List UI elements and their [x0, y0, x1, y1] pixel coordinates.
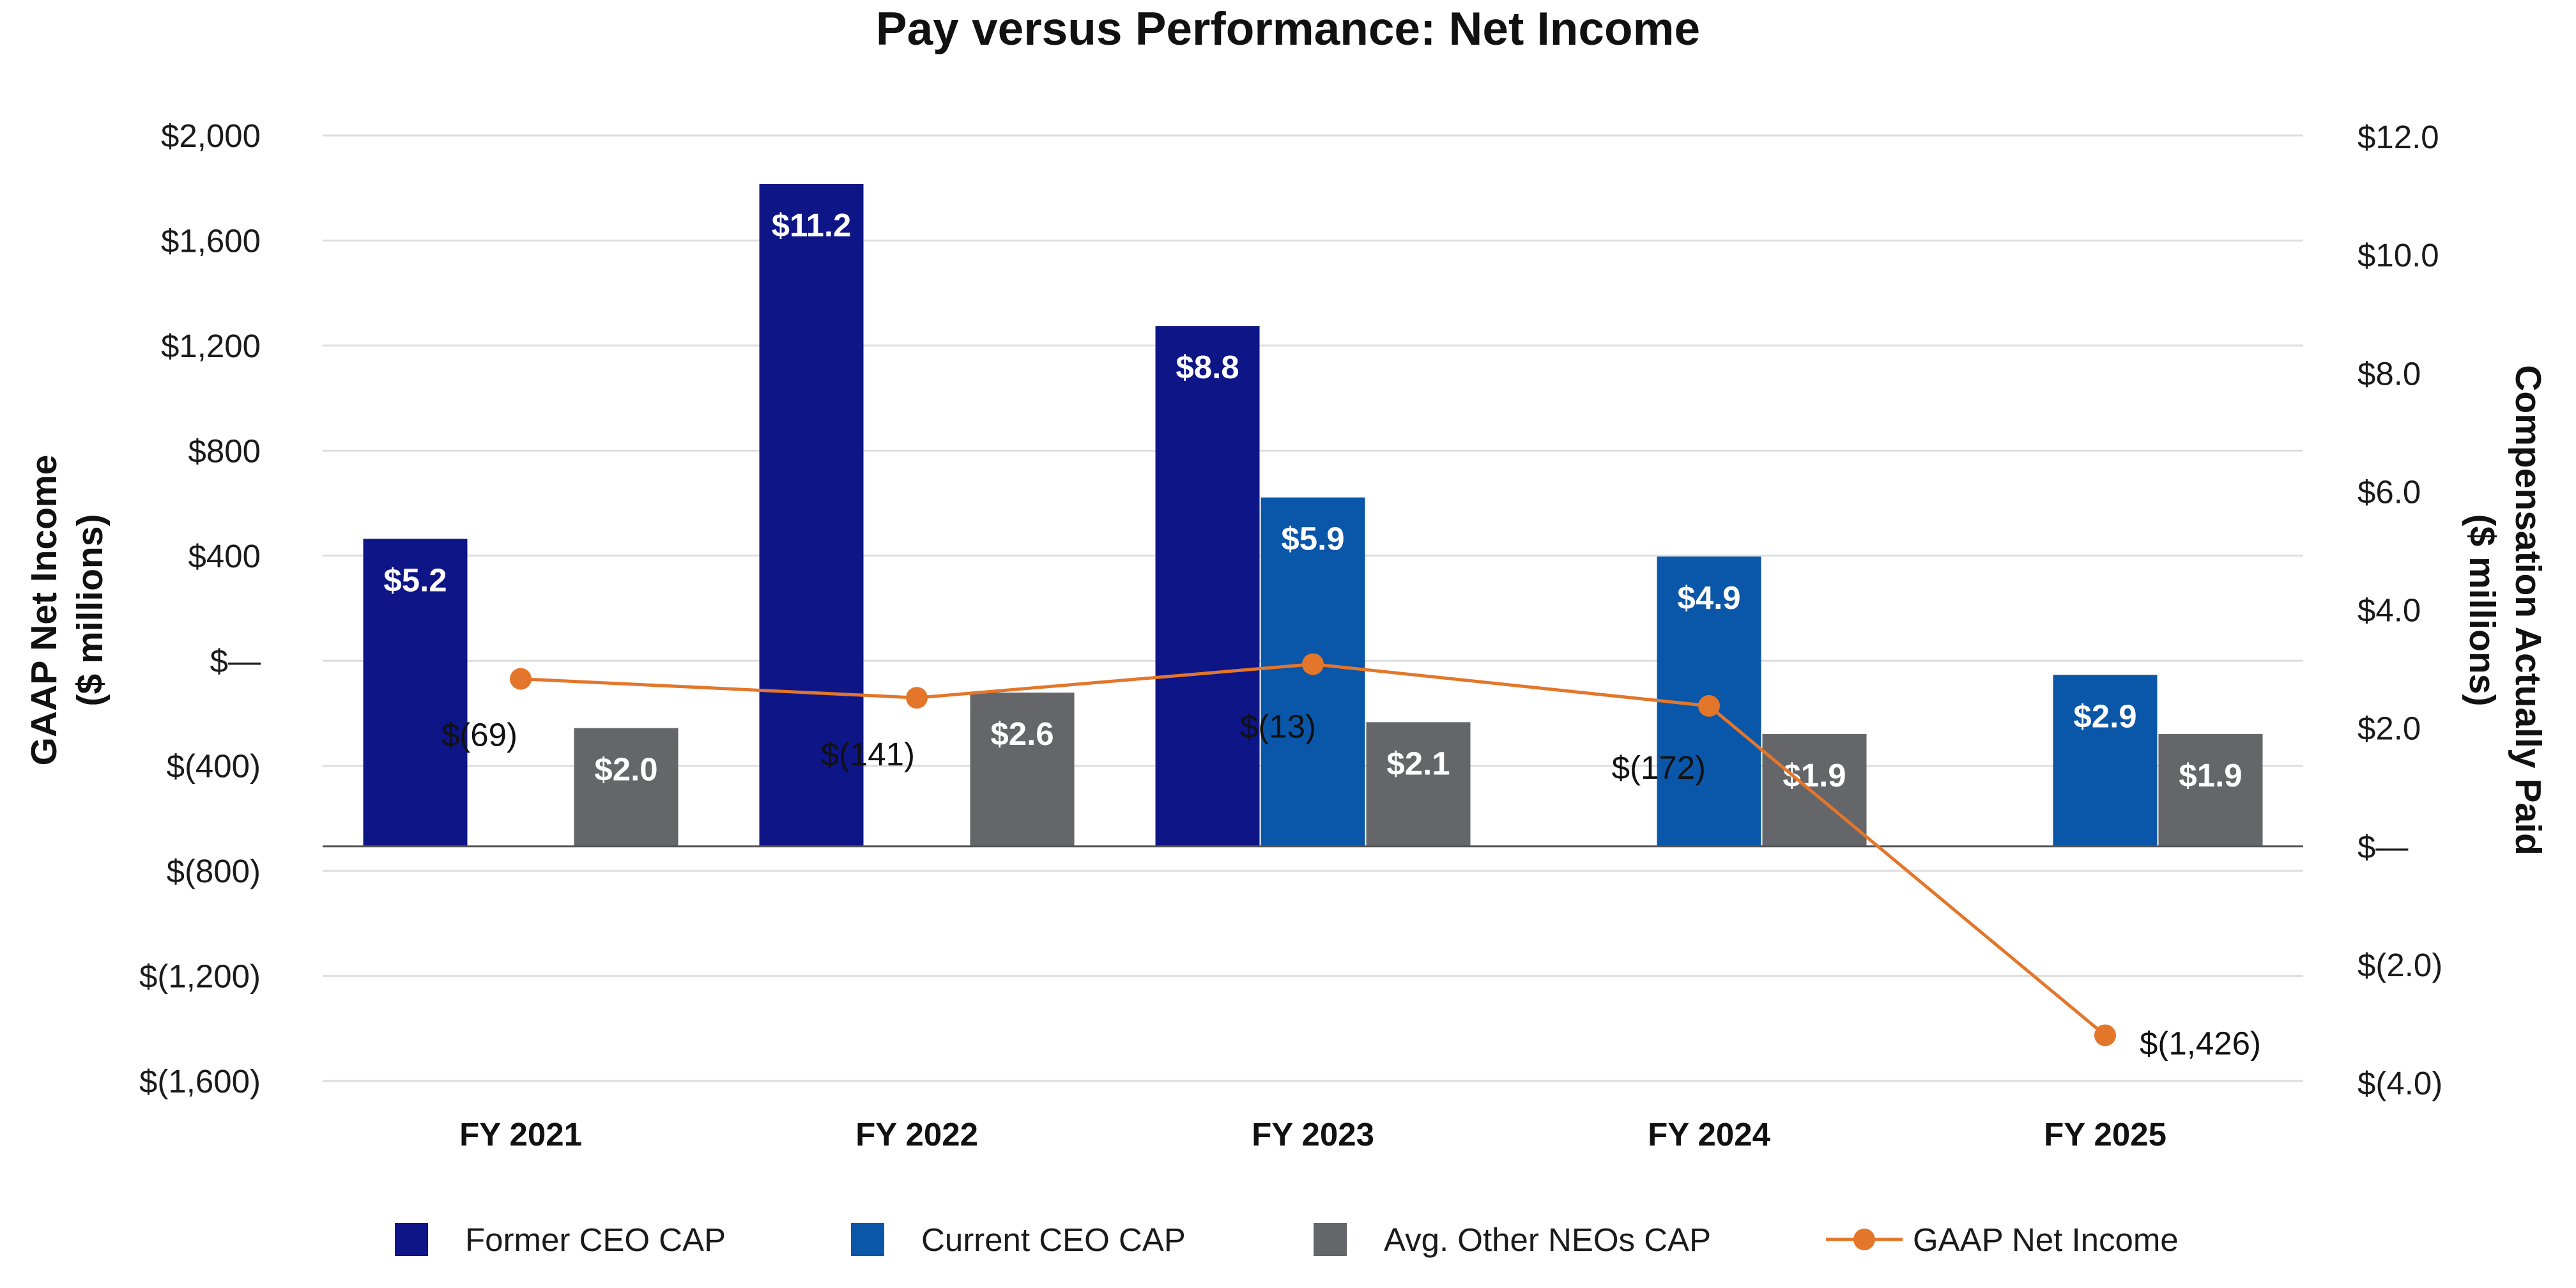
- bars: $5.2 $11.2 $8.8 $5.9 $4.9 $2.9 $2.0 $2.6 $2.1 $1.…: [363, 184, 2263, 847]
- net-income-point: [510, 668, 532, 690]
- bar-value-label: $11.2: [772, 207, 852, 243]
- bar-avg-other-neos-cap: [970, 693, 1075, 847]
- net-income-point: [1302, 653, 1324, 675]
- net-income-point: [1698, 694, 1720, 717]
- left-axis-title-units: ($ millions): [70, 514, 111, 707]
- category-label: FY 2023: [1252, 1116, 1374, 1153]
- bar-current-ceo-cap: [2053, 675, 2158, 847]
- left-tick-label: $—: [210, 643, 261, 679]
- right-tick-label: $12.0: [2358, 119, 2439, 155]
- bar-value-label: $2.1: [1386, 745, 1450, 781]
- category-label: FY 2022: [855, 1116, 978, 1153]
- legend-swatch-former-ceo: [395, 1223, 428, 1256]
- net-income-value-label: $(69): [441, 717, 518, 753]
- chart-title: Pay versus Performance: Net Income: [876, 3, 1700, 55]
- right-tick-label: $6.0: [2358, 473, 2421, 510]
- right-tick-label: $—: [2358, 829, 2408, 865]
- category-label: FY 2025: [2044, 1116, 2166, 1153]
- left-tick-label: $1,600: [161, 222, 261, 259]
- left-tick-label: $2,000: [161, 118, 261, 154]
- legend-swatch-current-ceo: [851, 1223, 884, 1256]
- bar-avg-other-neos-cap: [1762, 733, 1867, 847]
- left-axis-title: GAAP Net Income: [24, 455, 65, 766]
- bar-value-label: $2.9: [2073, 698, 2136, 734]
- bar-value-label: $4.9: [1677, 579, 1740, 616]
- right-tick-label: $10.0: [2358, 237, 2439, 273]
- right-tick-label: $(2.0): [2358, 947, 2442, 983]
- category-label: FY 2024: [1648, 1116, 1771, 1153]
- legend-label-former-ceo: Former CEO CAP: [465, 1222, 726, 1258]
- right-tick-label: $8.0: [2358, 355, 2421, 392]
- bar-value-label: $1.9: [2179, 757, 2242, 793]
- right-axis-title: Compensation Actually Paid: [2508, 365, 2549, 855]
- right-axis-ticks: $12.0 $10.0 $8.0 $6.0 $4.0 $2.0 $— $(2.0) $(4.0): [2358, 119, 2442, 1101]
- net-income-value-label: $(172): [1612, 749, 1706, 786]
- legend-marker-net-income: [1853, 1229, 1875, 1250]
- bar-avg-other-neos-cap: [574, 728, 678, 847]
- left-tick-label: $1,200: [161, 328, 261, 364]
- net-income-value-label: $(13): [1240, 709, 1316, 745]
- net-income-value-label: $(141): [821, 736, 915, 772]
- legend: Former CEO CAP Current CEO CAP Avg. Othe…: [395, 1222, 2179, 1258]
- bar-former-ceo-cap: [1155, 326, 1260, 847]
- bar-avg-other-neos-cap: [2158, 733, 2263, 847]
- category-label: FY 2021: [459, 1116, 582, 1153]
- net-income-point: [906, 687, 928, 709]
- right-tick-label: $(4.0): [2358, 1065, 2442, 1101]
- net-income-value-label: $(1,426): [2140, 1025, 2261, 1061]
- left-axis-ticks: $2,000 $1,600 $1,200 $800 $400 $— $(400) $(800)…: [139, 118, 261, 1100]
- bar-value-label: $2.6: [990, 716, 1054, 752]
- legend-label-other-neos: Avg. Other NEOs CAP: [1384, 1222, 1711, 1258]
- net-income-line: $(69) $(141) $(13) $(172) $(1,426): [441, 653, 2261, 1061]
- left-tick-label: $(1,200): [139, 958, 261, 995]
- bar-former-ceo-cap: [759, 184, 864, 847]
- legend-label-net-income: GAAP Net Income: [1913, 1222, 2179, 1258]
- left-tick-label: $(800): [167, 853, 261, 889]
- legend-label-current-ceo: Current CEO CAP: [921, 1222, 1186, 1258]
- legend-swatch-other-neos: [1314, 1223, 1347, 1256]
- bar-former-ceo-cap: [363, 539, 468, 847]
- bar-value-label: $5.9: [1281, 521, 1344, 557]
- right-tick-label: $4.0: [2358, 592, 2421, 629]
- category-labels: FY 2021 FY 2022 FY 2023 FY 2024 FY 2025: [459, 1116, 2166, 1153]
- right-tick-label: $2.0: [2358, 710, 2421, 747]
- bar-value-label: $2.0: [594, 751, 657, 788]
- bar-avg-other-neos-cap: [1366, 722, 1471, 847]
- bar-value-label: $8.8: [1176, 349, 1239, 385]
- left-tick-label: $400: [188, 538, 261, 574]
- left-tick-label: $(400): [167, 748, 261, 785]
- net-income-point: [2094, 1024, 2116, 1046]
- left-tick-label: $(1,600): [139, 1063, 261, 1100]
- right-axis-title-units: ($ millions): [2462, 514, 2503, 707]
- left-tick-label: $800: [188, 433, 261, 469]
- bar-value-label: $5.2: [383, 562, 447, 598]
